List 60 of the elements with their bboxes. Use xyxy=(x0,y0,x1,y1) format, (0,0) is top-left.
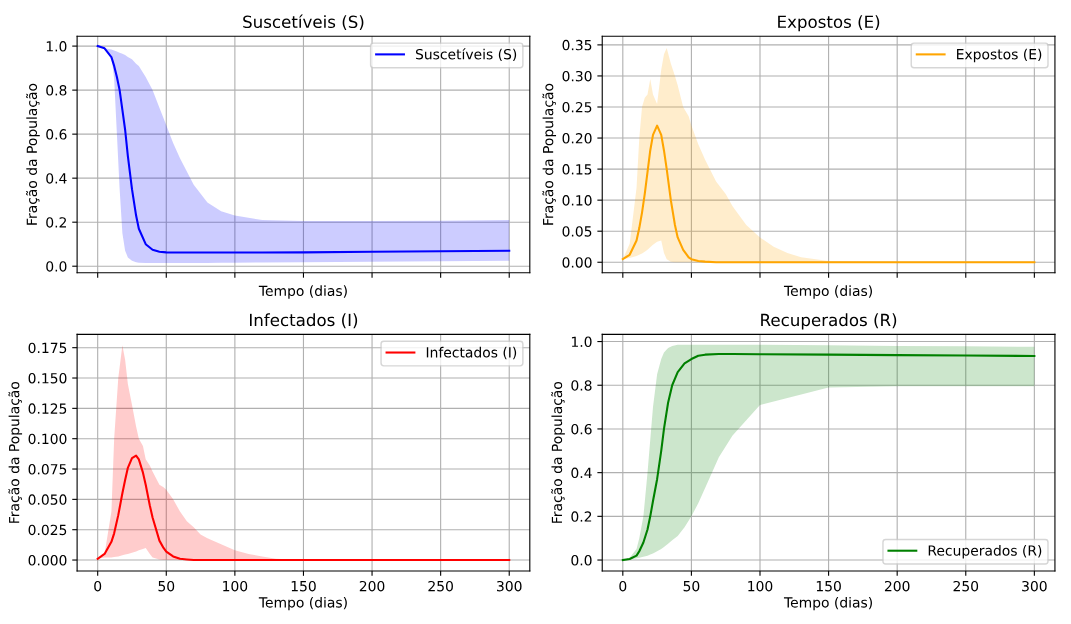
y-tick-label: 0.4 xyxy=(46,173,67,184)
line-series xyxy=(96,454,511,562)
y-tick-label: 0.0 xyxy=(46,261,67,272)
y-tick-label: 0.150 xyxy=(28,372,67,384)
x-tick-label: 250 xyxy=(953,580,979,592)
legend-label: Suscetíveis (S) xyxy=(415,48,517,62)
y-tick-label: 0.2 xyxy=(46,217,66,228)
y-tick-label: 0.00 xyxy=(562,257,592,268)
x-tick-label: 150 xyxy=(816,580,841,592)
y-tick-label: 0.0 xyxy=(571,555,592,566)
y-tick-label: 0.6 xyxy=(46,129,67,140)
x-axis-title: Tempo (dias) xyxy=(783,596,872,611)
x-tick-label: 150 xyxy=(291,580,316,592)
y-tick-label: 0.2 xyxy=(571,511,592,522)
y-tick-label: 0.6 xyxy=(571,423,592,435)
x-tick-label: 200 xyxy=(884,580,910,592)
x-axis-title: Tempo (dias) xyxy=(258,285,347,299)
y-tick-label: 0.050 xyxy=(28,494,67,505)
x-tick-label: 0 xyxy=(619,580,627,592)
x-tick-label: 200 xyxy=(359,580,385,592)
y-tick-label: 0.8 xyxy=(571,380,592,391)
y-tick-label: 0.025 xyxy=(28,524,67,536)
legend-label: Infectados (I) xyxy=(426,346,517,360)
x-axis-title: Tempo (dias) xyxy=(258,596,347,611)
y-tick-label: 1.0 xyxy=(571,336,592,348)
y-tick-label: 1.0 xyxy=(46,41,67,52)
y-axis-title: Fração da População xyxy=(542,83,557,225)
x-tick-label: 300 xyxy=(1022,580,1047,592)
y-tick-label: 0.10 xyxy=(562,195,592,206)
y-tick-label: 0.20 xyxy=(562,133,592,144)
y-tick-label: 0.05 xyxy=(562,226,592,237)
y-tick-label: 0.175 xyxy=(28,342,67,354)
x-tick-label: 100 xyxy=(748,580,773,592)
x-tick-label: 50 xyxy=(683,580,700,592)
x-tick-label: 0 xyxy=(94,580,102,592)
line-series xyxy=(621,124,1036,264)
y-tick-label: 0.35 xyxy=(562,39,592,51)
chart-title: Expostos (E) xyxy=(778,15,880,32)
chart-title: Suscetíveis (S) xyxy=(243,14,364,31)
y-tick-label: 0.4 xyxy=(571,467,592,479)
chart-title: Recuperados (R) xyxy=(761,313,897,330)
y-axis-title: Fração da População xyxy=(8,381,23,523)
x-axis-title: Tempo (dias) xyxy=(783,285,872,299)
y-tick-label: 0.100 xyxy=(28,433,67,445)
y-axis-title: Fração da População xyxy=(26,83,40,225)
y-tick-label: 0.075 xyxy=(28,464,67,475)
chart-title: Infectados (I) xyxy=(250,313,358,329)
x-tick-label: 250 xyxy=(428,580,453,592)
x-tick-label: 50 xyxy=(158,580,175,592)
legend-label: Expostos (E) xyxy=(957,48,1042,63)
y-tick-label: 0.30 xyxy=(562,70,592,82)
legend-label: Recuperados (R) xyxy=(928,545,1042,559)
y-tick-label: 0.8 xyxy=(46,85,67,96)
y-tick-label: 0.15 xyxy=(562,164,592,175)
y-tick-label: 0.125 xyxy=(28,403,67,414)
y-tick-label: 0.000 xyxy=(28,555,67,566)
y-tick-label: 0.25 xyxy=(562,101,592,113)
y-axis-title: Fração da População xyxy=(551,381,565,523)
x-tick-label: 100 xyxy=(223,580,248,592)
x-tick-label: 300 xyxy=(497,580,522,592)
